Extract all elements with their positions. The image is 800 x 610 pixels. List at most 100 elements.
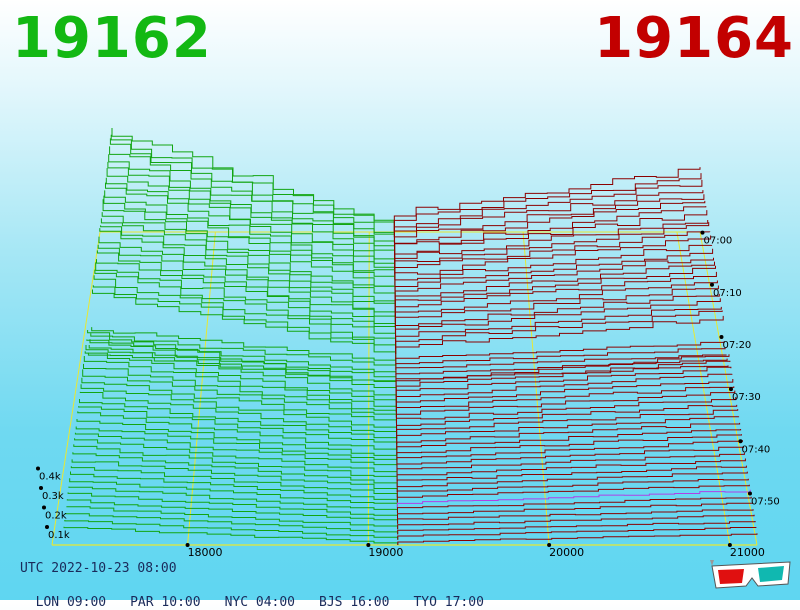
x-tick-marker [547,543,552,547]
time-tick-marker [700,230,705,235]
bid-depth-line [89,339,397,376]
ask-depth-line [394,285,719,333]
bid-depth-line [111,128,395,232]
bid-depth-line [66,506,399,530]
bid-depth-line [95,262,396,339]
bid-depth-line [74,432,398,471]
bid-depth-line [63,526,399,545]
bid-depth-line [94,269,397,344]
bid-depth-line [104,190,396,280]
ask-depth-line [394,265,716,317]
ask-depth-line [395,341,725,365]
time-tick-label: 07:10 [713,288,742,299]
bid-depth-line [69,478,398,508]
ask-depth-line [395,390,736,423]
time-tick-marker [719,334,724,339]
city-time-tyo: TYO 17:00 [413,595,484,610]
bid-depth-line [83,356,397,413]
ask-depth-line [396,404,738,434]
ask-depth-line [395,354,727,376]
bid-depth-line [82,369,397,423]
ask-depth-line [393,167,701,232]
ask-depth-line [396,446,744,471]
ask-depth-line [395,310,723,355]
bid-depth-line [92,285,397,355]
ask-depth-lines [393,167,758,545]
z-tick-label: 0.3k [42,491,64,502]
ask-depth-line [396,434,742,461]
bid-depth-line [106,168,396,264]
z-tick-label: 0.1k [48,530,70,541]
bid-depth-line [66,499,399,524]
city-time-par: PAR 10:00 [130,595,201,610]
chart-grid [51,231,758,546]
city-time-nyc: NYC 04:00 [224,595,296,610]
grid-line [187,231,216,546]
grid-line [367,231,370,546]
bid-depth-line [67,492,399,519]
chart-axes: 18000 19000 20000 21000 0.4k 0.3k 0.2k 0.1k 07:0… [36,230,780,559]
ask-depth-line [396,471,748,492]
ask-depth-line [394,271,717,323]
city-time-lon: LON 09:00 [35,595,107,610]
bid-depth-line [109,138,395,243]
time-tick-label: 07:30 [732,392,761,403]
time-tick-marker [728,387,733,392]
ask-depth-line [397,521,756,535]
x-tick-label: 18000 [188,546,223,559]
ask-depth-line [394,293,720,339]
time-tick-label: 07:00 [703,236,732,247]
bid-depth-line [96,250,396,328]
ask-depth-line [397,533,758,545]
city-times: LON 09:00 PAR 10:00 NYC 04:00 BJS 16:00 TYO … [20,580,508,610]
ask-depth-line [396,478,749,498]
time-tick-marker [738,439,743,444]
bid-depth-line [81,377,398,429]
bid-depth-line [84,351,397,408]
ask-depth-line [393,173,702,238]
ask-depth-line [394,280,718,328]
ask-depth-line [394,222,710,280]
ask-depth-line [396,496,752,514]
bid-depth-line [77,411,398,455]
z-tick-marker [39,486,43,490]
time-tick-marker [709,282,714,287]
bid-depth-line [79,399,398,445]
bid-depth-line [96,259,396,333]
bid-depth-line [93,275,397,349]
ask-depth-line [396,465,747,487]
z-tick-label: 0.2k [45,511,67,522]
bid-depth-line [71,459,398,492]
time-tick-label: 07:40 [741,444,770,455]
ask-depth-line [395,386,735,418]
bid-depth-line [78,406,398,450]
grid-line [699,231,758,546]
bid-depth-line [65,513,399,535]
bid-depth-line [92,289,397,360]
ask-depth-line [395,373,733,408]
bid-depth-line [108,154,396,254]
ask-depth-line [396,484,750,503]
bid-depth-line [100,218,396,301]
z-tick-marker [45,525,49,529]
utc-time: UTC 2022-10-23 08:00 [20,561,177,576]
bid-depth-line [80,384,398,434]
ask-depth-line [394,210,708,270]
bid-depth-lines [63,128,399,545]
ask-depth-line [394,220,709,275]
3d-glasses-icon[interactable] [710,558,792,592]
bid-depth-line [70,471,398,503]
ask-depth-line [395,298,721,344]
ask-depth-line [396,458,746,482]
x-tick-label: 19000 [368,546,403,559]
bid-depth-line [87,352,397,386]
ask-depth-line [396,397,737,429]
ask-depth-line [397,514,755,530]
bid-depth-line [79,391,398,439]
bid-depth-line [86,339,397,397]
ask-depth-line [395,315,724,360]
bid-depth-line [91,327,397,365]
bid-depth-line [102,199,396,291]
bid-depth-line [87,330,397,392]
